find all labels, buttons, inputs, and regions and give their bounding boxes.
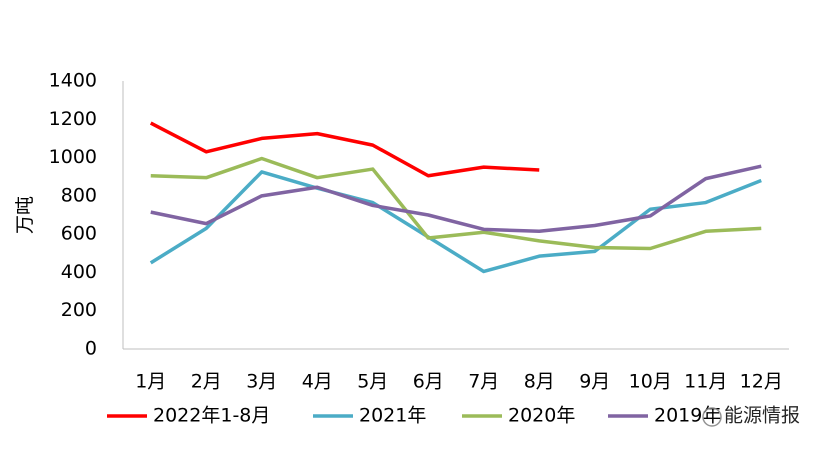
x-tick-label: 9月 bbox=[579, 371, 610, 393]
x-tick-label: 3月 bbox=[246, 371, 277, 393]
x-tick-label: 7月 bbox=[468, 371, 499, 393]
y-tick-label: 400 bbox=[61, 261, 97, 283]
legend-label: 2022年1-8月 bbox=[153, 405, 270, 427]
y-tick-label: 1000 bbox=[49, 146, 97, 168]
series-line bbox=[150, 164, 762, 234]
x-tick-label: 6月 bbox=[413, 371, 444, 393]
y-tick-label: 600 bbox=[61, 223, 97, 245]
x-tick-label: 12月 bbox=[740, 371, 783, 393]
legend-label: 2020年 bbox=[508, 405, 575, 427]
x-tick-label: 4月 bbox=[302, 371, 333, 393]
x-tick-label: 1月 bbox=[135, 371, 166, 393]
series-line bbox=[149, 121, 540, 178]
y-tick-label: 1400 bbox=[49, 70, 97, 92]
y-tick-label: 0 bbox=[85, 338, 97, 360]
legend-label: 2021年 bbox=[359, 405, 426, 427]
x-tick-label: 2月 bbox=[191, 371, 222, 393]
y-tick-label: 200 bbox=[61, 299, 97, 321]
watermark: 能源情报 bbox=[724, 405, 800, 427]
watermark-icon bbox=[702, 407, 722, 427]
y-tick-label: 1200 bbox=[49, 108, 97, 130]
y-tick-label: 800 bbox=[61, 184, 97, 206]
x-tick-label: 8月 bbox=[524, 371, 555, 393]
x-tick-label: 5月 bbox=[357, 371, 388, 393]
x-tick-label: 10月 bbox=[629, 371, 672, 393]
series-line bbox=[150, 156, 762, 251]
x-tick-label: 11月 bbox=[684, 371, 727, 393]
y-axis-label: 万吨 bbox=[14, 196, 36, 234]
